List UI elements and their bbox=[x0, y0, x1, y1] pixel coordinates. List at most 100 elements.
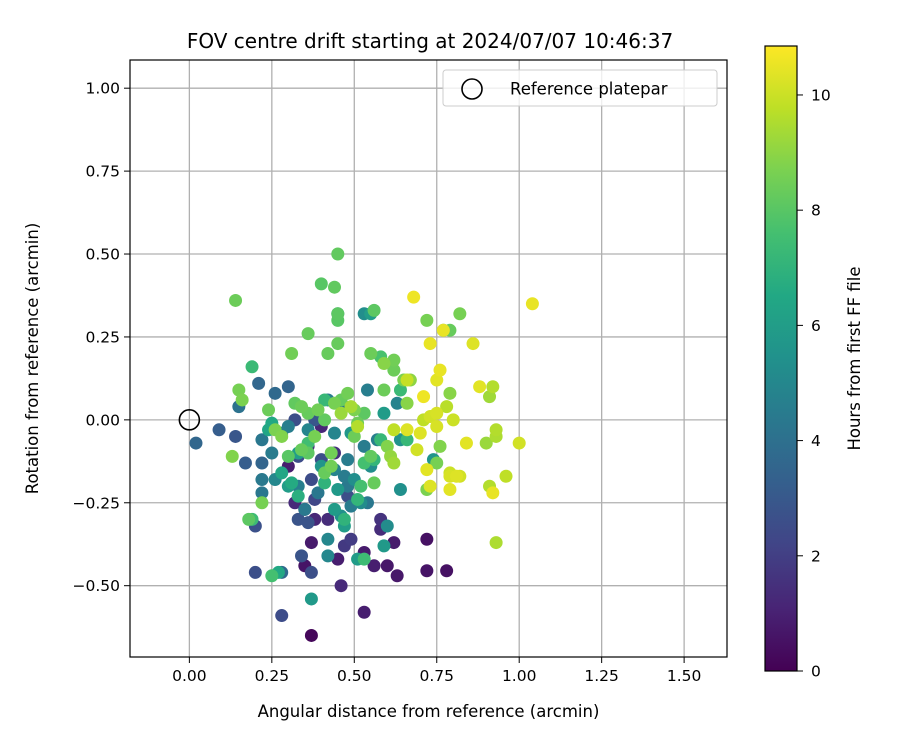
x-tick-label: 1.25 bbox=[584, 667, 619, 685]
scatter-point bbox=[295, 443, 309, 457]
scatter-point bbox=[229, 429, 243, 443]
scatter-point bbox=[473, 380, 487, 394]
scatter-point bbox=[357, 439, 371, 453]
chart-title: FOV centre drift starting at 2024/07/07 … bbox=[187, 29, 673, 53]
scatter-point bbox=[420, 564, 434, 578]
scatter-point bbox=[327, 280, 341, 294]
scatter-point bbox=[446, 413, 460, 427]
legend: Reference platepar bbox=[442, 69, 718, 107]
scatter-point bbox=[420, 532, 434, 546]
colorbar-label: Hours from first FF file bbox=[845, 266, 864, 450]
scatter-point bbox=[377, 406, 391, 420]
scatter-point bbox=[393, 383, 407, 397]
scatter-point bbox=[308, 429, 322, 443]
scatter-point bbox=[275, 609, 289, 623]
y-tick-label: −0.25 bbox=[73, 494, 121, 512]
scatter-point bbox=[189, 436, 203, 450]
plot-frame bbox=[129, 59, 728, 658]
scatter-point bbox=[235, 393, 249, 407]
scatter-point bbox=[238, 456, 252, 470]
scatter-point bbox=[367, 303, 381, 317]
scatter-point bbox=[262, 403, 276, 417]
scatter-point bbox=[377, 539, 391, 553]
scatter-point bbox=[344, 400, 358, 414]
scatter-point bbox=[400, 396, 414, 410]
scatter-point bbox=[321, 532, 335, 546]
scatter-point bbox=[466, 337, 480, 351]
scatter-point bbox=[367, 476, 381, 490]
scatter-point bbox=[377, 356, 391, 370]
scatter-point bbox=[367, 559, 381, 573]
y-tick-label: 0.00 bbox=[85, 411, 120, 429]
scatter-point bbox=[265, 569, 279, 583]
scatter-point bbox=[285, 476, 299, 490]
scatter-point bbox=[380, 559, 394, 573]
scatter-point bbox=[407, 290, 421, 304]
scatter-point bbox=[255, 456, 269, 470]
scatter-point bbox=[380, 519, 394, 533]
scatter-point bbox=[479, 436, 493, 450]
y-tick-label: 0.25 bbox=[85, 328, 120, 346]
scatter-point bbox=[417, 390, 431, 404]
scatter-point bbox=[232, 383, 246, 397]
x-tick-label: 0.50 bbox=[337, 667, 372, 685]
scatter-point bbox=[443, 483, 457, 497]
scatter-point bbox=[318, 476, 332, 490]
reference-platepar-marker bbox=[178, 409, 201, 431]
x-axis-label: Angular distance from reference (arcmin) bbox=[258, 702, 600, 721]
scatter-point bbox=[430, 406, 444, 420]
scatter-point bbox=[347, 429, 361, 443]
scatter-point bbox=[400, 433, 414, 447]
scatter-point bbox=[430, 419, 444, 433]
scatter-point bbox=[459, 436, 473, 450]
scatter-point bbox=[252, 376, 266, 390]
y-tick-label: −0.50 bbox=[73, 577, 121, 595]
scatter-point bbox=[331, 247, 345, 261]
scatter-point bbox=[245, 360, 259, 374]
x-tick-label: 0.75 bbox=[419, 667, 454, 685]
scatter-point bbox=[324, 459, 338, 473]
scatter-point bbox=[357, 552, 371, 566]
x-tick-label: 0.00 bbox=[172, 667, 207, 685]
scatter-point bbox=[331, 552, 345, 566]
scatter-point bbox=[255, 473, 269, 487]
scatter-point bbox=[242, 512, 256, 526]
scatter-point bbox=[387, 363, 401, 377]
scatter-point bbox=[334, 579, 348, 593]
scatter-point bbox=[314, 277, 328, 291]
scatter-point bbox=[357, 605, 371, 619]
scatter-point bbox=[489, 536, 503, 550]
scatter-point bbox=[430, 456, 444, 470]
y-axis-ticks: −0.50 −0.25 0.00 0.25 0.50 0.75 1.00 bbox=[73, 80, 130, 595]
scatter-point bbox=[420, 463, 434, 477]
scatter-point bbox=[499, 469, 513, 483]
scatter-point bbox=[331, 483, 345, 497]
scatter-point bbox=[387, 353, 401, 367]
scatter-point bbox=[248, 565, 262, 579]
scatter-point bbox=[291, 489, 305, 503]
scatter-point bbox=[265, 446, 279, 460]
scatter-point bbox=[337, 512, 351, 526]
scatter-point bbox=[337, 469, 351, 483]
scatter-point bbox=[433, 363, 447, 377]
scatter-point bbox=[341, 489, 355, 503]
scatter-point bbox=[512, 436, 526, 450]
scatter-point bbox=[212, 423, 226, 437]
scatter-point bbox=[327, 502, 341, 516]
scatter-point bbox=[304, 536, 318, 550]
legend-entry-reference-platepar: Reference platepar bbox=[510, 80, 668, 99]
scatter-point bbox=[453, 307, 467, 321]
scatter-point bbox=[255, 486, 269, 500]
scatter-point bbox=[295, 400, 309, 414]
scatter-point bbox=[357, 406, 371, 420]
scatter-point bbox=[275, 466, 289, 480]
colorbar-tick-label: 8 bbox=[811, 202, 821, 220]
scatter-point bbox=[327, 426, 341, 440]
scatter-point bbox=[433, 439, 447, 453]
legend-marker-icon bbox=[461, 78, 483, 100]
scatter-point bbox=[400, 423, 414, 437]
scatter-point bbox=[304, 592, 318, 606]
scatter-point bbox=[410, 443, 424, 457]
scatter-point bbox=[304, 473, 318, 487]
scatter-point bbox=[285, 347, 299, 361]
